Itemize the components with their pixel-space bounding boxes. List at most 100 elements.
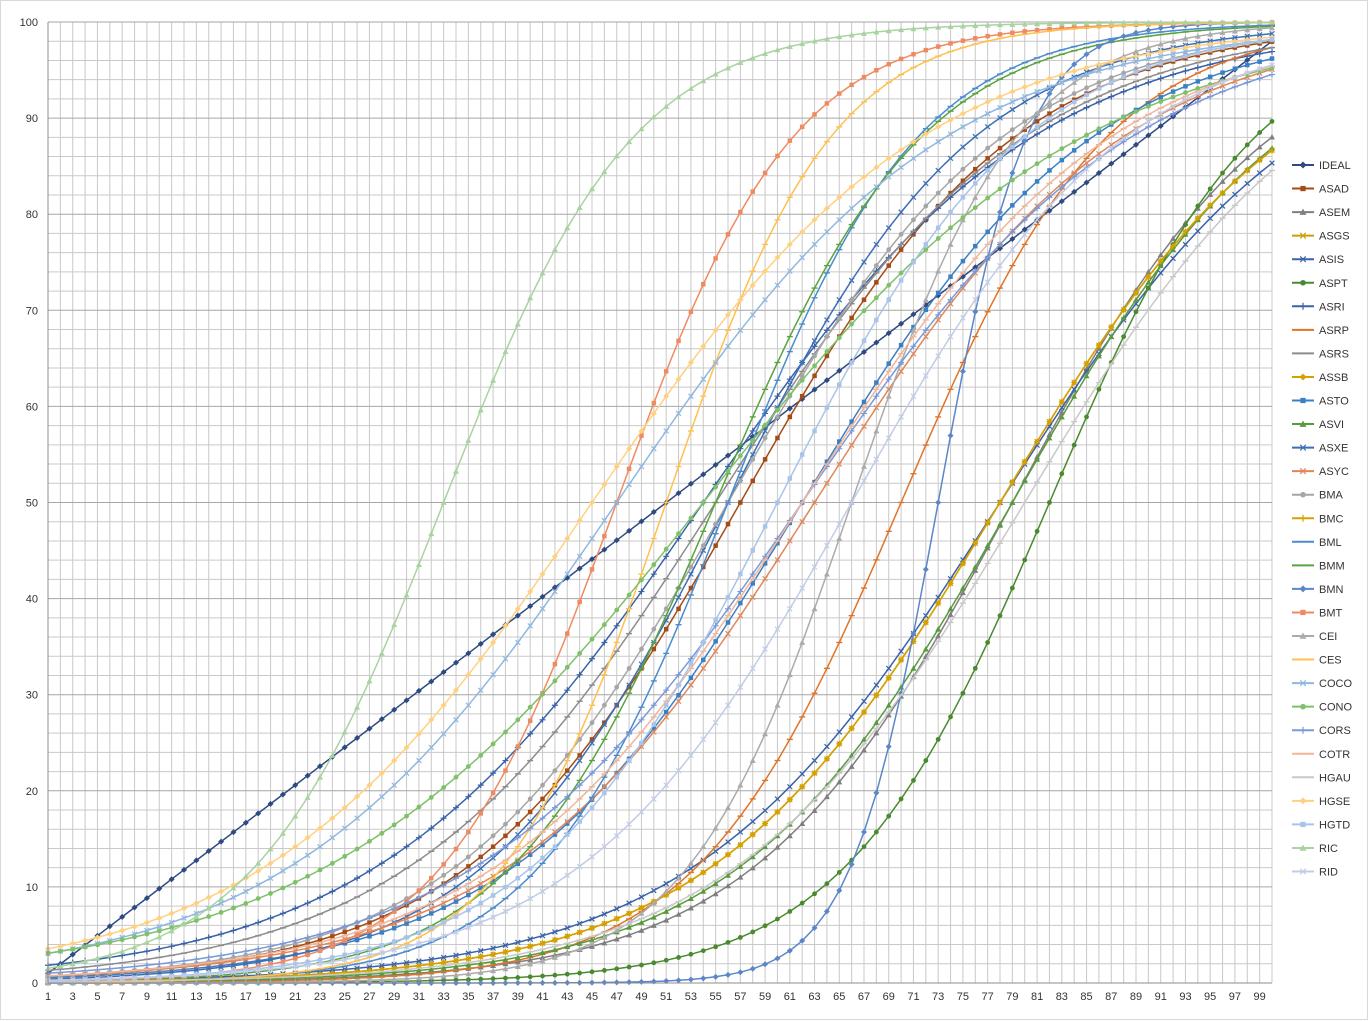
data-point xyxy=(415,974,422,981)
legend-marker xyxy=(1299,632,1307,639)
data-point xyxy=(490,639,497,646)
data-point xyxy=(193,972,200,978)
y-tick-label: 30 xyxy=(26,690,38,702)
data-point xyxy=(997,156,1003,161)
data-point xyxy=(131,904,138,911)
data-point xyxy=(354,875,361,882)
data-point xyxy=(205,934,212,941)
data-point xyxy=(997,186,1003,192)
data-point xyxy=(687,905,694,911)
data-point xyxy=(429,925,434,931)
x-tick-label: 3 xyxy=(70,991,76,1003)
data-point xyxy=(1009,479,1016,486)
data-point xyxy=(675,902,682,908)
data-point xyxy=(576,863,583,870)
data-point xyxy=(725,463,731,470)
data-point xyxy=(725,343,731,350)
legend-label: BMC xyxy=(1319,513,1344,525)
x-tick-label: 57 xyxy=(734,991,746,1003)
data-point xyxy=(823,205,830,212)
legend-marker xyxy=(1300,397,1306,404)
data-point xyxy=(997,209,1003,216)
data-point xyxy=(551,553,558,560)
data-point xyxy=(279,830,286,836)
data-point xyxy=(1009,228,1016,235)
data-point xyxy=(428,881,434,887)
data-point xyxy=(304,772,311,779)
data-point xyxy=(935,190,941,196)
data-point xyxy=(428,744,435,751)
data-point xyxy=(82,958,89,964)
data-point xyxy=(1145,269,1152,275)
data-point xyxy=(539,269,546,276)
data-point xyxy=(515,809,521,815)
data-point xyxy=(873,829,879,835)
data-point xyxy=(341,804,348,811)
data-point xyxy=(391,976,398,982)
data-point xyxy=(812,353,817,359)
legend-item: CES xyxy=(1292,655,1342,667)
legend-marker xyxy=(1299,420,1307,427)
legend-label: ASEM xyxy=(1319,207,1350,219)
data-point xyxy=(774,254,781,261)
data-point xyxy=(1256,50,1263,57)
data-point xyxy=(849,321,855,327)
data-point xyxy=(762,428,768,434)
data-point xyxy=(1046,90,1053,97)
data-point xyxy=(428,678,435,685)
data-point xyxy=(811,924,818,931)
data-point xyxy=(465,650,472,657)
data-point xyxy=(539,605,546,612)
data-point xyxy=(1145,132,1152,139)
data-point xyxy=(676,682,681,688)
data-point xyxy=(737,612,744,619)
data-point xyxy=(638,910,645,916)
data-point xyxy=(725,620,731,625)
data-point xyxy=(972,155,978,161)
data-point xyxy=(1083,51,1090,58)
data-point xyxy=(626,964,632,970)
data-point xyxy=(1232,34,1238,41)
data-point xyxy=(490,671,496,678)
data-point xyxy=(602,720,607,725)
data-point xyxy=(910,343,917,350)
data-point xyxy=(552,972,558,978)
x-tick-label: 35 xyxy=(462,991,474,1003)
data-point xyxy=(676,606,681,612)
data-point xyxy=(156,945,163,952)
data-point xyxy=(589,770,595,777)
data-point xyxy=(1021,477,1028,484)
data-point xyxy=(874,280,879,285)
data-point xyxy=(824,334,830,340)
data-point xyxy=(440,900,447,906)
data-point xyxy=(1108,19,1115,26)
data-point xyxy=(984,22,991,28)
data-point xyxy=(960,215,966,220)
legend-label: IDEAL xyxy=(1319,160,1351,172)
data-point xyxy=(243,967,249,973)
data-point xyxy=(762,268,769,275)
data-point xyxy=(626,730,633,737)
data-point xyxy=(1269,62,1275,68)
data-point xyxy=(490,852,497,859)
data-point xyxy=(638,809,645,815)
data-point xyxy=(1059,471,1065,477)
data-point xyxy=(1009,499,1016,505)
data-point xyxy=(205,965,212,972)
data-point xyxy=(280,885,286,891)
data-point xyxy=(959,589,966,596)
data-point xyxy=(428,956,435,963)
data-point xyxy=(638,125,645,132)
data-point xyxy=(725,595,731,600)
data-point xyxy=(1194,42,1201,49)
data-point xyxy=(935,594,942,601)
data-point xyxy=(453,659,459,666)
x-tick-label: 65 xyxy=(833,991,845,1003)
data-point xyxy=(960,178,966,184)
data-point xyxy=(341,744,348,751)
data-point xyxy=(972,540,979,547)
data-point xyxy=(1095,43,1102,50)
data-point xyxy=(1022,118,1028,124)
data-point xyxy=(94,955,101,961)
data-point xyxy=(564,971,570,977)
